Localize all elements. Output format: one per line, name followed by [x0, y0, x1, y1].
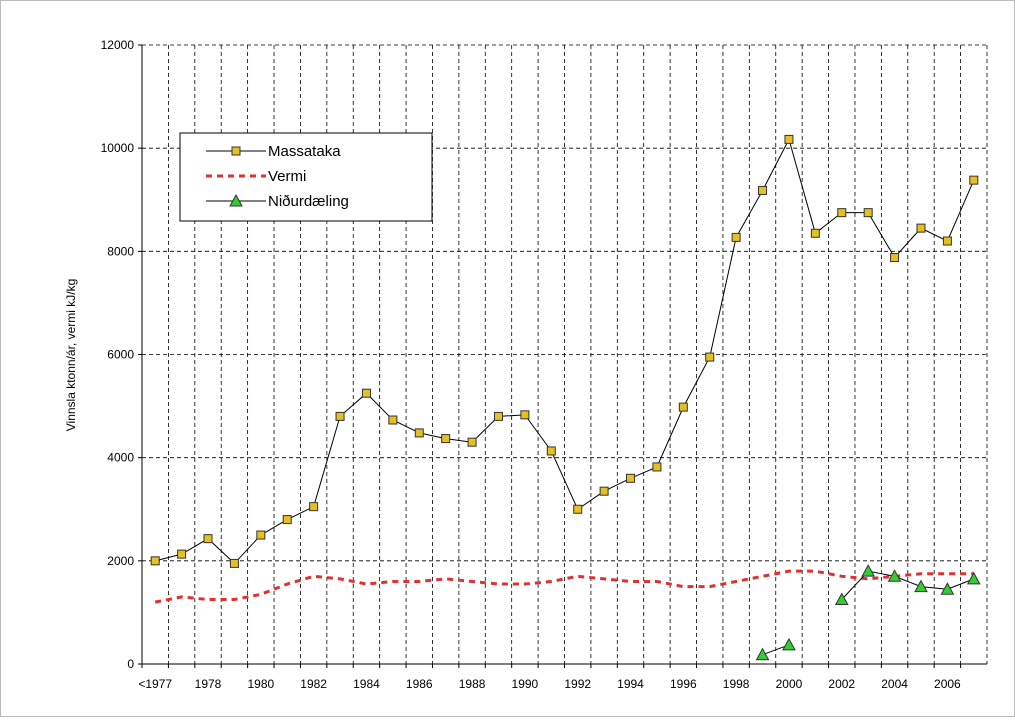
x-tick-label: 1984 [353, 677, 380, 691]
point [626, 473, 636, 483]
point [599, 486, 609, 496]
x-tick-label: 2004 [881, 677, 908, 691]
point [493, 411, 503, 421]
point [414, 428, 424, 438]
x-tick-label: 1982 [300, 677, 327, 691]
y-axis-label: Vinnsla ktonn/ár, vermi kJ/kg [64, 279, 78, 432]
y-tick-label: 8000 [107, 244, 134, 258]
point [203, 534, 213, 544]
legend-marker [231, 146, 241, 156]
legend-label: Niðurdæling [268, 193, 349, 210]
point [810, 228, 820, 238]
point [916, 223, 926, 233]
x-tick-label: 1990 [512, 677, 539, 691]
point [837, 208, 847, 218]
y-tick-label: 0 [127, 657, 134, 671]
point [309, 502, 319, 512]
x-tick-label: 1986 [406, 677, 433, 691]
point [441, 434, 451, 444]
point [388, 415, 398, 425]
point [652, 462, 662, 472]
point [731, 232, 741, 242]
point [782, 637, 796, 651]
point [256, 530, 266, 540]
point [705, 352, 715, 362]
point [863, 208, 873, 218]
x-tick-label: 1994 [617, 677, 644, 691]
point [335, 411, 345, 421]
point [361, 388, 371, 398]
y-tick-label: 6000 [107, 348, 134, 362]
y-tick-label: 12000 [101, 38, 135, 52]
x-tick-label: 2006 [934, 677, 961, 691]
legend-label: Massataka [268, 143, 341, 160]
x-tick-label: 1980 [247, 677, 274, 691]
point [834, 592, 849, 606]
point [966, 571, 981, 585]
point [229, 558, 239, 568]
point [942, 236, 952, 246]
point [467, 437, 477, 447]
point [861, 564, 876, 577]
y-tick-label: 10000 [101, 141, 135, 155]
legend-marker [229, 193, 243, 207]
x-tick-label: 1978 [195, 677, 222, 691]
y-tick-label: 2000 [107, 554, 134, 568]
point [755, 647, 770, 661]
point [573, 504, 583, 514]
x-tick-label: 1988 [459, 677, 486, 691]
x-tick-label: 1992 [564, 677, 591, 691]
x-tick-label: <1977 [138, 677, 172, 691]
legend-label: Vermi [268, 168, 306, 185]
point [914, 579, 928, 593]
point [969, 175, 979, 185]
point [282, 515, 292, 525]
x-tick-label: 2002 [828, 677, 855, 691]
x-tick-label: 1998 [723, 677, 750, 691]
point [940, 582, 955, 595]
point [784, 134, 794, 144]
point [887, 569, 902, 582]
point [678, 402, 688, 412]
point [177, 549, 187, 559]
point [890, 253, 900, 263]
x-tick-label: 1996 [670, 677, 697, 691]
point [758, 185, 768, 195]
point [546, 446, 556, 456]
point [520, 410, 530, 420]
x-tick-label: 2000 [776, 677, 803, 691]
y-tick-label: 4000 [107, 451, 134, 465]
point [150, 556, 160, 566]
